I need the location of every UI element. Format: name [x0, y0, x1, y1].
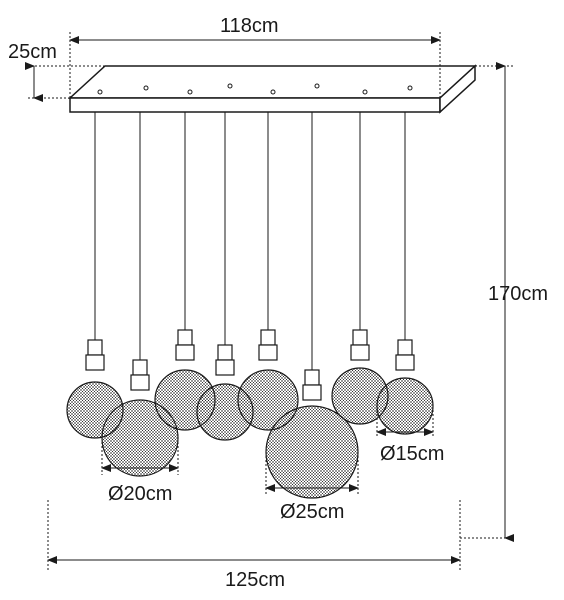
pendant-1: [67, 112, 123, 438]
socket-upper: [218, 345, 232, 360]
pendant-3: [155, 112, 215, 430]
socket-lower: [396, 355, 414, 370]
socket-upper: [353, 330, 367, 345]
socket-lower: [351, 345, 369, 360]
socket-lower: [216, 360, 234, 375]
label-plate-width: 118cm: [220, 15, 279, 37]
pendant-8: [377, 112, 433, 434]
socket-upper: [178, 330, 192, 345]
dim-plate-depth: 25cm: [8, 41, 57, 98]
pendant-7: [332, 112, 388, 424]
socket-upper: [88, 340, 102, 355]
socket-upper: [261, 330, 275, 345]
socket-lower: [259, 345, 277, 360]
socket-lower: [86, 355, 104, 370]
socket-upper: [133, 360, 147, 375]
label-overall-width: 125cm: [225, 569, 285, 591]
label-total-height: 170cm: [488, 283, 548, 305]
pendant-5: [238, 112, 298, 430]
dim-total-height: 170cm: [488, 66, 548, 538]
label-globe-large: Ø25cm: [280, 501, 344, 523]
pendant-group: [67, 112, 433, 498]
socket-lower: [176, 345, 194, 360]
socket-lower: [303, 385, 321, 400]
pendant-6: [266, 112, 358, 498]
ceiling-plate: [70, 66, 475, 112]
label-plate-depth: 25cm: [8, 41, 57, 63]
label-globe-medium: Ø20cm: [108, 483, 172, 505]
globe-small: [377, 378, 433, 434]
technical-drawing: 118cm 25cm 170cm 125cm Ø20cm Ø25cm Ø15cm: [0, 0, 564, 600]
socket-upper: [398, 340, 412, 355]
socket-upper: [305, 370, 319, 385]
label-globe-small: Ø15cm: [380, 443, 444, 465]
socket-lower: [131, 375, 149, 390]
dim-overall-width: 125cm: [48, 560, 460, 591]
dim-plate-width: 118cm: [70, 15, 440, 40]
